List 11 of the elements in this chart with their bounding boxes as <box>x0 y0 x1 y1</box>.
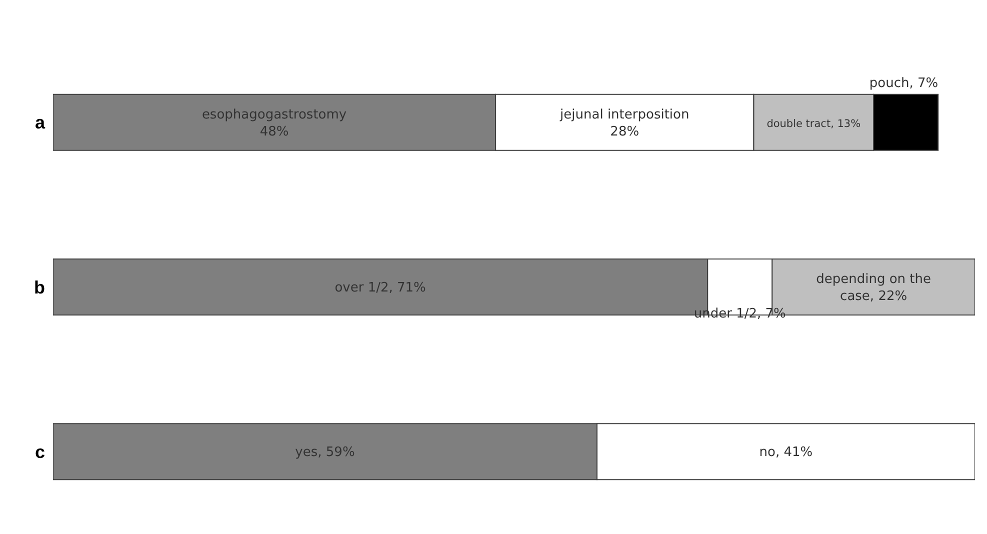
data-label: esophagogastrostomy 48% <box>202 107 347 140</box>
data-label: no, 41% <box>759 445 813 460</box>
data-label: pouch, 7% <box>869 76 938 91</box>
y-tick-label: c <box>34 442 45 462</box>
y-tick-label: b <box>34 277 45 298</box>
y-tick-label: a <box>34 112 46 133</box>
data-label: over 1/2, 71% <box>334 280 426 296</box>
data-label: yes, 59% <box>295 445 355 460</box>
data-label: double tract, 13% <box>766 118 861 130</box>
data-label: depending on the case, 22% <box>816 272 932 304</box>
data-label: jejunal interposition 28% <box>559 107 690 140</box>
